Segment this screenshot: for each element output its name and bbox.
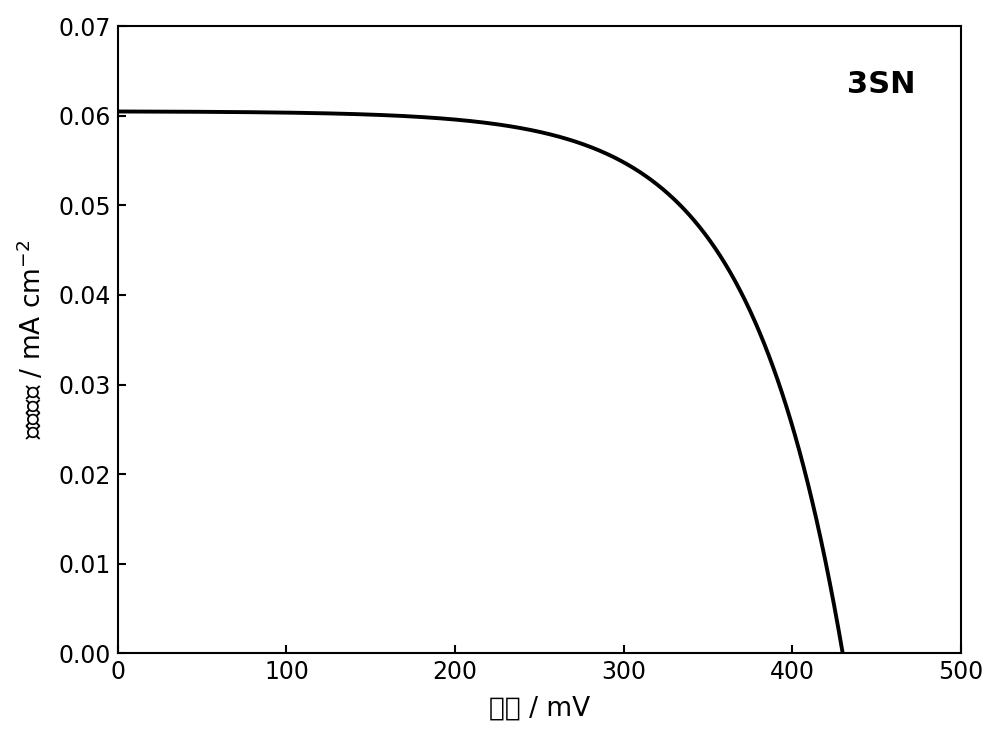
X-axis label: 电压 / mV: 电压 / mV <box>489 695 590 721</box>
Text: 3SN: 3SN <box>847 70 915 99</box>
Y-axis label: 电流密度 / mA cm$^{-2}$: 电流密度 / mA cm$^{-2}$ <box>17 240 47 439</box>
